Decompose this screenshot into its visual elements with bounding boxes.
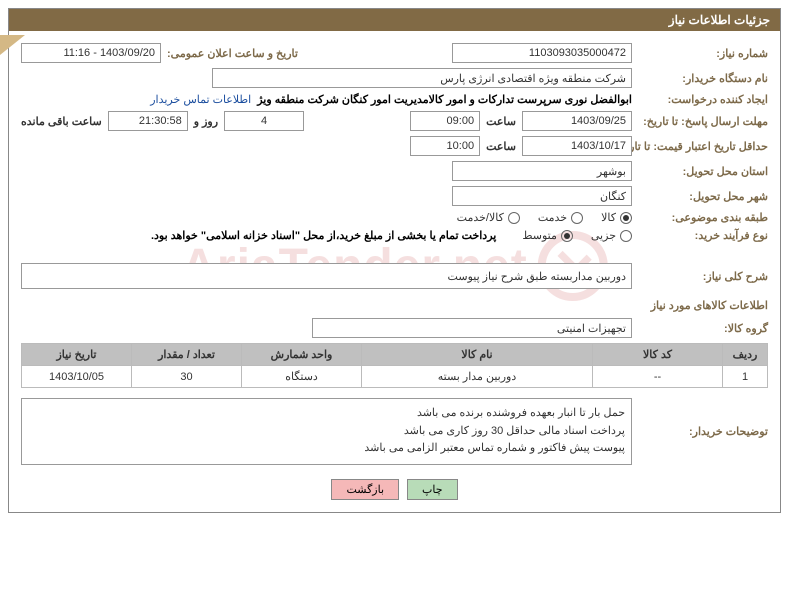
table-cell: دستگاه	[242, 366, 362, 388]
category-radio-group: کالا خدمت کالا/خدمت	[457, 211, 632, 224]
purchase-radio-0[interactable]: جزیی	[591, 229, 632, 242]
buyer-note-line: پرداخت اسناد مالی حداقل 30 روز کاری می ب…	[28, 423, 625, 441]
validity-date-value: 1403/10/17	[522, 136, 632, 156]
table-row: 1--دوربین مدار بستهدستگاه301403/10/05	[22, 366, 768, 388]
table-header-cell: تاریخ نیاز	[22, 344, 132, 366]
category-label: طبقه بندی موضوعی:	[638, 211, 768, 224]
buyer-note-line: پیوست پیش فاکتور و شماره تماس معتبر الزا…	[28, 440, 625, 458]
table-header-cell: نام کالا	[362, 344, 593, 366]
table-header-cell: تعداد / مقدار	[132, 344, 242, 366]
buyer-notes-box: حمل بار تا انبار بعهده فروشنده برنده می …	[21, 398, 632, 465]
category-radio-2[interactable]: کالا/خدمت	[457, 211, 520, 224]
table-cell: 1403/10/05	[22, 366, 132, 388]
content-area: AriaTender.net شماره نیاز: 1103093035000…	[9, 31, 780, 512]
announce-datetime-label: تاریخ و ساعت اعلان عمومی:	[167, 47, 298, 60]
requester-label: ایجاد کننده درخواست:	[638, 93, 768, 106]
days-and-label: روز و	[194, 115, 218, 128]
hour-label-1: ساعت	[486, 115, 516, 128]
print-button[interactable]: چاپ	[407, 479, 458, 500]
purchase-radio-group: جزیی متوسط	[522, 229, 632, 242]
city-label: شهر محل تحویل:	[638, 190, 768, 203]
deadline-label: مهلت ارسال پاسخ: تا تاریخ:	[638, 115, 768, 128]
table-header-row: ردیفکد کالانام کالاواحد شمارشتعداد / مقد…	[22, 344, 768, 366]
province-value: بوشهر	[452, 161, 632, 181]
validity-label: حداقل تاریخ اعتبار قیمت: تا تاریخ:	[638, 140, 768, 153]
goods-group-value: تجهیزات امنیتی	[312, 318, 632, 338]
requester-value: ابوالفضل نوری سرپرست تدارکات و امور کالا…	[257, 93, 632, 106]
overview-label: شرح کلی نیاز:	[638, 270, 768, 283]
payment-note: پرداخت تمام یا بخشی از مبلغ خرید،از محل …	[151, 229, 496, 242]
need-number-label: شماره نیاز:	[638, 47, 768, 60]
category-radio-0[interactable]: کالا	[601, 211, 632, 224]
days-value: 4	[224, 111, 304, 131]
validity-hour-value: 10:00	[410, 136, 480, 156]
purchase-radio-1[interactable]: متوسط	[522, 229, 573, 242]
table-cell: دوربین مدار بسته	[362, 366, 593, 388]
announce-datetime-value: 1403/09/20 - 11:16	[21, 43, 161, 63]
table-cell: --	[593, 366, 723, 388]
category-radio-1[interactable]: خدمت	[538, 211, 583, 224]
panel-header: جزئیات اطلاعات نیاز	[9, 9, 780, 31]
overview-value: دوربین مداربسته طبق شرح نیاز پیوست	[21, 263, 632, 289]
remaining-label: ساعت باقی مانده	[21, 115, 102, 128]
goods-group-label: گروه کالا:	[638, 322, 768, 335]
province-label: استان محل تحویل:	[638, 165, 768, 178]
hour-label-2: ساعت	[486, 140, 516, 153]
main-panel: جزئیات اطلاعات نیاز AriaTender.net شماره…	[8, 8, 781, 513]
goods-info-title: اطلاعات کالاهای مورد نیاز	[21, 299, 768, 312]
table-cell: 1	[723, 366, 768, 388]
deadline-hour-value: 09:00	[410, 111, 480, 131]
deadline-date-value: 1403/09/25	[522, 111, 632, 131]
table-header-cell: ردیف	[723, 344, 768, 366]
buyer-org-label: نام دستگاه خریدار:	[638, 72, 768, 85]
table-header-cell: کد کالا	[593, 344, 723, 366]
purchase-type-label: نوع فرآیند خرید:	[638, 229, 768, 242]
buyer-note-line: حمل بار تا انبار بعهده فروشنده برنده می …	[28, 405, 625, 423]
buyer-notes-label: توضیحات خریدار:	[638, 425, 768, 438]
back-button[interactable]: بازگشت	[331, 479, 399, 500]
table-header-cell: واحد شمارش	[242, 344, 362, 366]
remaining-hour-value: 21:30:58	[108, 111, 188, 131]
city-value: کنگان	[452, 186, 632, 206]
buyer-contact-link[interactable]: اطلاعات تماس خریدار	[150, 93, 251, 106]
buyer-org-value: شرکت منطقه ویژه اقتصادی انرژی پارس	[212, 68, 632, 88]
goods-table: ردیفکد کالانام کالاواحد شمارشتعداد / مقد…	[21, 343, 768, 388]
need-number-value: 1103093035000472	[452, 43, 632, 63]
table-cell: 30	[132, 366, 242, 388]
